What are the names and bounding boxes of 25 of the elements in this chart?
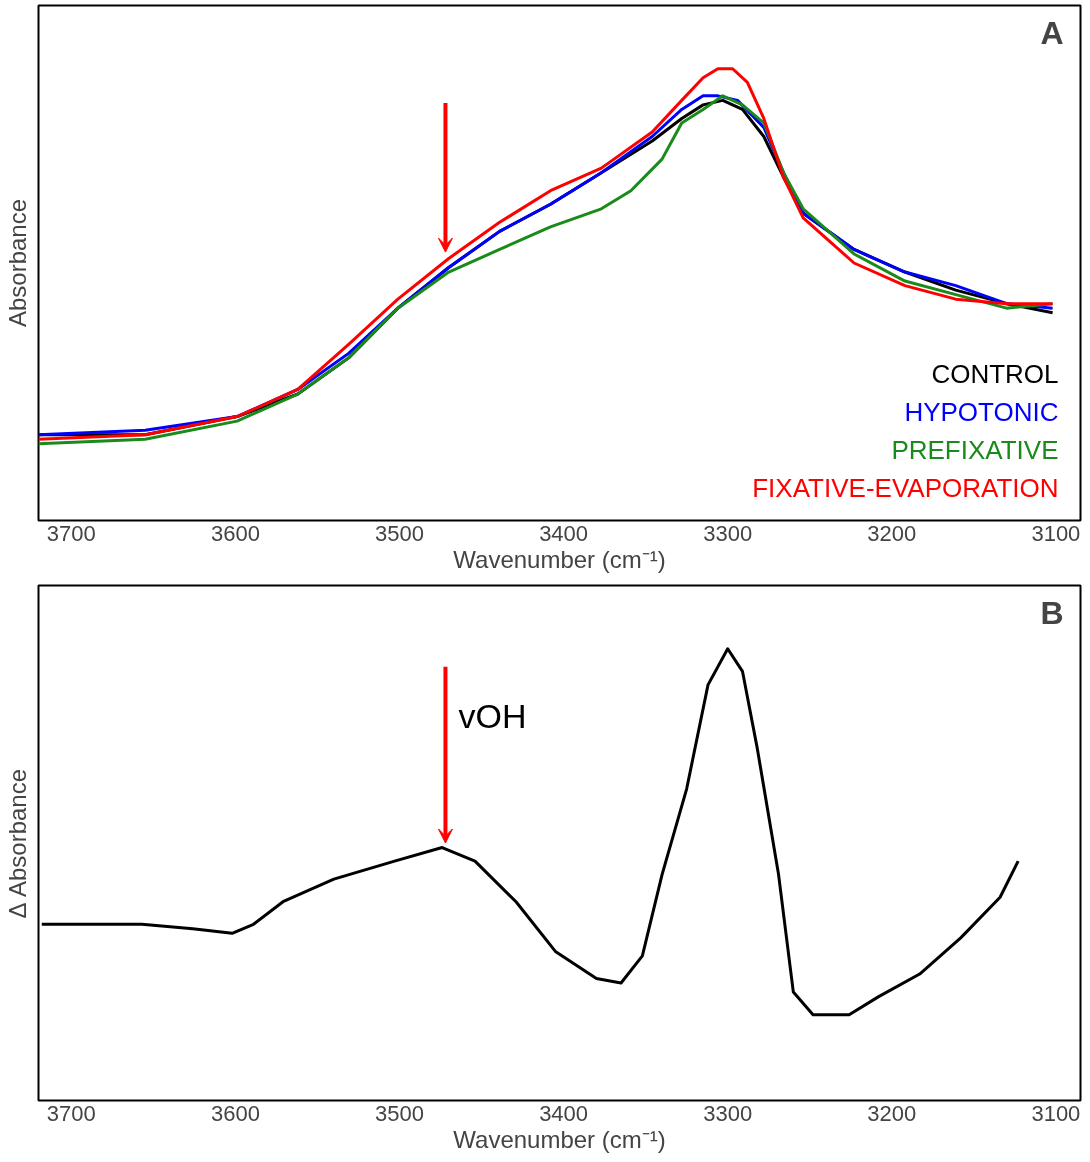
x-tick-label: 3200 [867,1100,917,1126]
y-axis-title: Δ Absorbance [3,768,31,919]
text: B [1040,594,1064,631]
x-tick-label: 3100 [1031,1100,1081,1126]
text: HYPOTONIC [904,396,1059,427]
x-axis-title: Wavenumber (cm⁻¹) [453,1125,666,1153]
x-axis-title: Wavenumber (cm⁻¹) [453,545,666,573]
x-tick-label: 3100 [1031,520,1081,546]
x-tick-label: 3400 [539,520,589,546]
series-label: CONTROL [931,358,1059,389]
x-tick-label: 3700 [46,1100,96,1126]
x-tick-label: 3600 [210,520,260,546]
x-tick-label: 3500 [375,520,424,546]
x-tick-label: 3300 [703,520,753,546]
x-tick-label: 3400 [539,1100,589,1126]
x-tick-label: 3700 [46,520,96,546]
x-tick-label: 3200 [867,520,917,546]
annotation: vOH [458,696,527,735]
text: PREFIXATIVE [891,434,1059,465]
text: A [1040,14,1064,51]
x-tick-label: 3600 [210,1100,260,1126]
x-tick-label: 3500 [375,1100,424,1126]
text: FIXATIVE-EVAPORATION [752,472,1059,503]
y-axis-title: Absorbance [3,198,31,328]
x-tick-label: 3300 [703,1100,753,1126]
